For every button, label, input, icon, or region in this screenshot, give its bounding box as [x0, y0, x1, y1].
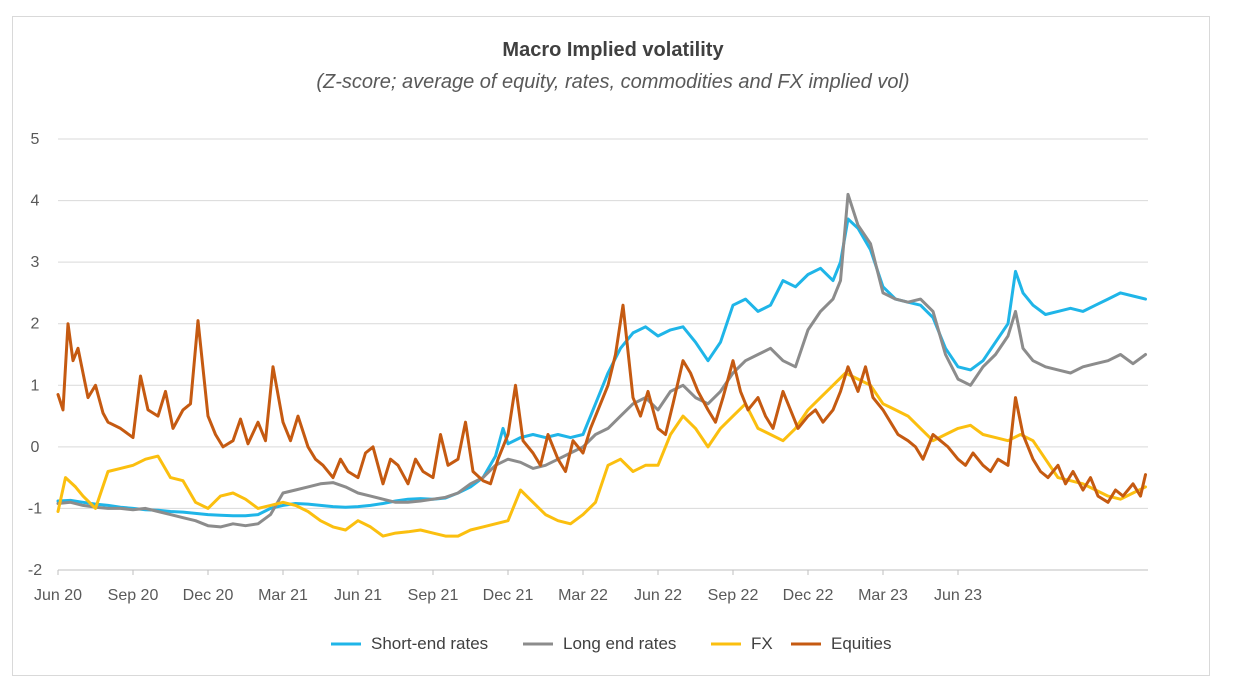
x-tick-label: Jun 20 — [34, 587, 82, 604]
x-tick-label: Sep 22 — [708, 587, 759, 604]
y-tick-label: 3 — [31, 254, 40, 271]
legend-label: Long end rates — [563, 634, 676, 653]
x-tick-label: Mar 23 — [858, 587, 908, 604]
series-lines — [56, 192, 1147, 538]
x-tick-label: Jun 21 — [334, 587, 382, 604]
legend: Short-end rates Long end rates FX Equities — [331, 634, 891, 653]
chart-frame: Macro Implied volatility (Z-score; avera… — [12, 16, 1210, 676]
x-tick-label: Jun 22 — [634, 587, 682, 604]
x-axis-ticks: Jun 20 Sep 20 Dec 20 Mar 21 Jun 21 Sep 21 Dec … — [34, 570, 982, 604]
series-line-long-end-rates — [56, 192, 1147, 529]
x-tick-label: Dec 21 — [483, 587, 534, 604]
legend-label: FX — [751, 634, 773, 653]
legend-label: Equities — [831, 634, 891, 653]
legend-label: Short-end rates — [371, 634, 488, 653]
y-tick-label: 2 — [31, 316, 40, 333]
x-tick-label: Dec 22 — [783, 587, 834, 604]
x-tick-label: Mar 22 — [558, 587, 608, 604]
x-tick-label: Dec 20 — [183, 587, 234, 604]
y-tick-label: 5 — [31, 131, 40, 148]
chart-title: Macro Implied volatility — [502, 39, 724, 61]
series-line-fx — [56, 371, 1147, 538]
series-line-equities — [56, 303, 1147, 504]
y-tick-label: -2 — [28, 562, 42, 579]
x-tick-label: Mar 21 — [258, 587, 308, 604]
y-tick-label: -1 — [28, 500, 42, 517]
x-tick-label: Jun 23 — [934, 587, 982, 604]
y-tick-label: 4 — [31, 193, 40, 210]
y-tick-label: 1 — [31, 377, 40, 394]
x-tick-label: Sep 20 — [108, 587, 159, 604]
y-axis-ticks: 5 4 3 2 1 0 -1 -2 — [28, 131, 42, 579]
chart-canvas: Macro Implied volatility (Z-score; avera… — [28, 39, 1148, 653]
y-tick-label: 0 — [31, 439, 40, 456]
x-tick-label: Sep 21 — [408, 587, 459, 604]
gridlines — [58, 138, 1148, 571]
series-line-short-end-rates — [56, 217, 1147, 518]
chart-subtitle: (Z-score; average of equity, rates, comm… — [316, 71, 909, 93]
